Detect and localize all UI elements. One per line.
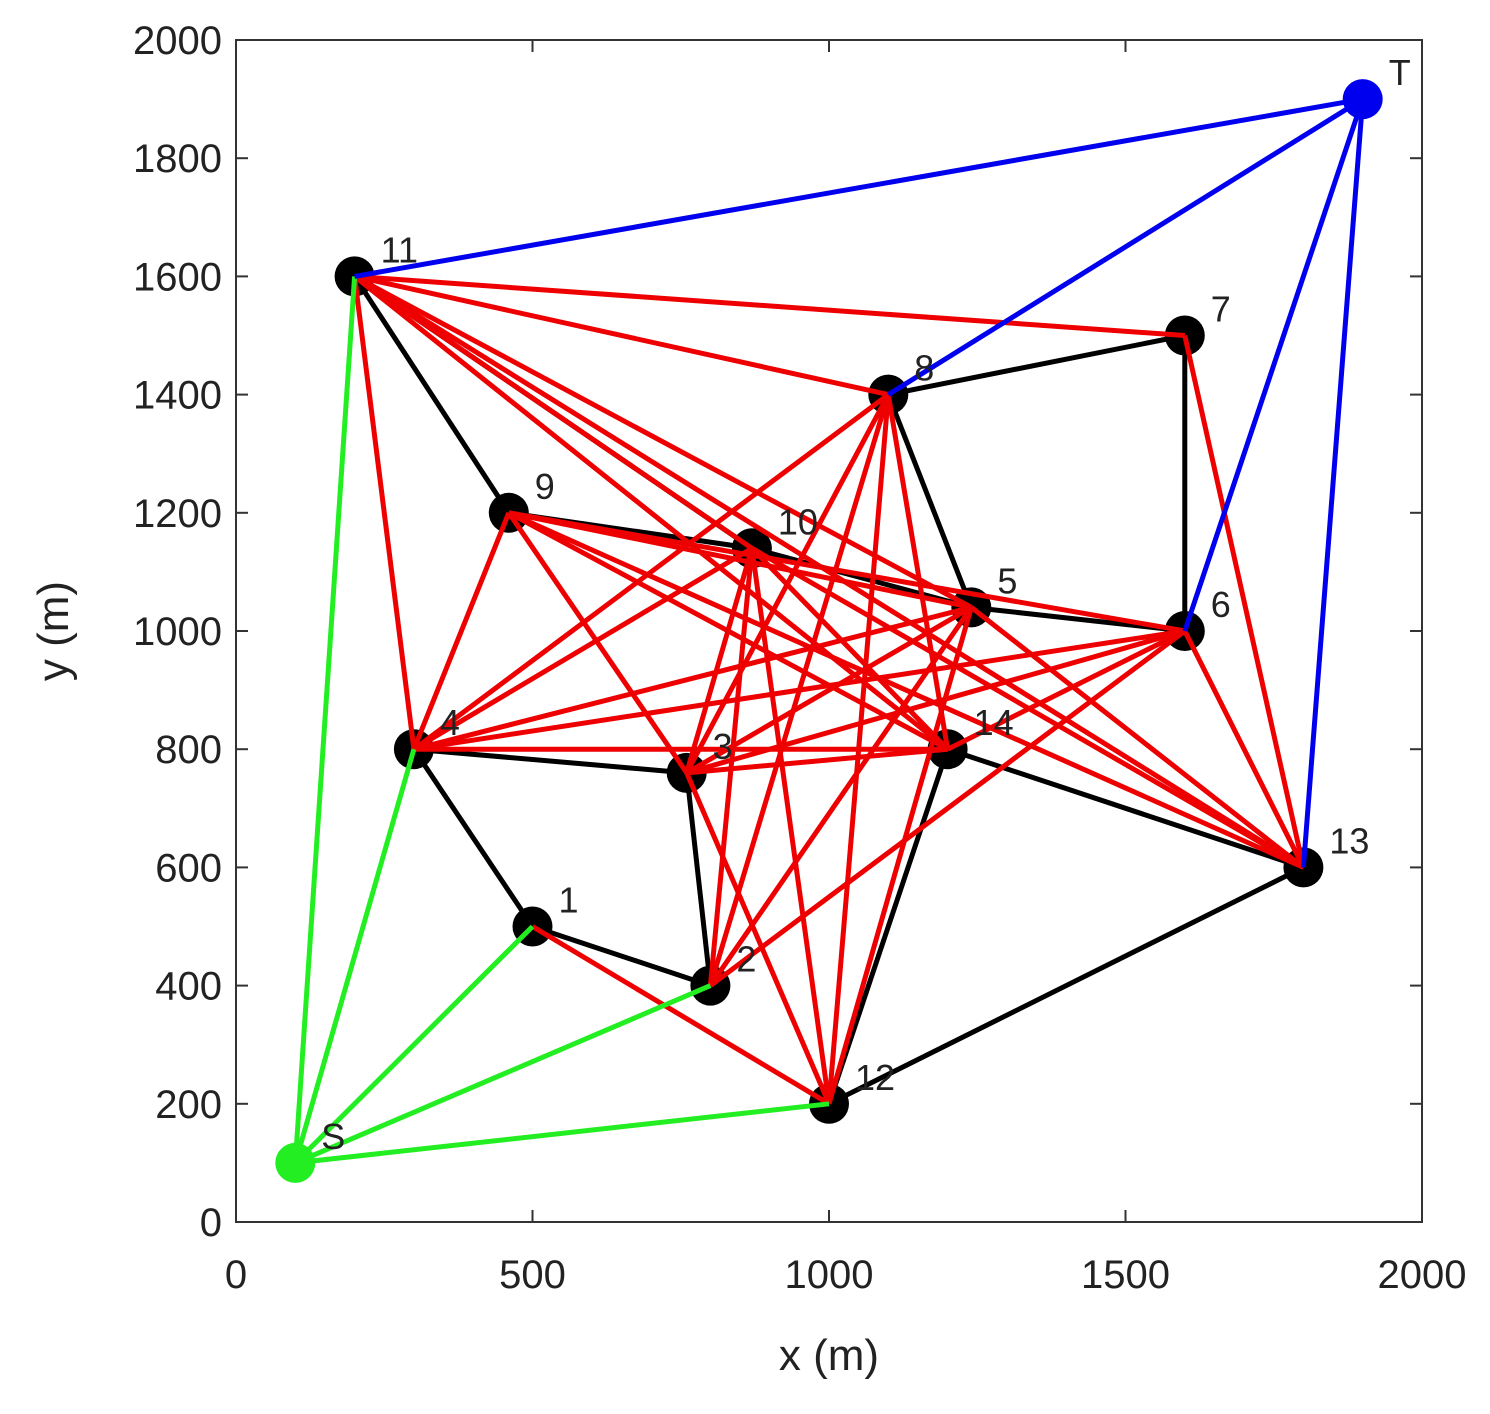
y-tick-label: 200	[155, 1083, 222, 1127]
edge	[507, 510, 1305, 870]
x-tick-label: 2000	[1378, 1253, 1467, 1297]
edge	[708, 628, 1187, 988]
y-tick-label: 1600	[133, 255, 222, 299]
edge	[886, 96, 1365, 397]
node-label: 2	[736, 939, 756, 980]
edge	[354, 273, 889, 398]
y-tick-label: 400	[155, 965, 222, 1009]
edge	[411, 511, 512, 751]
node-label: S	[321, 1116, 345, 1157]
edge	[292, 748, 417, 1164]
edge	[827, 865, 1305, 1107]
edge	[750, 546, 950, 751]
node-label: 14	[974, 702, 1014, 743]
edge	[946, 746, 1305, 870]
edge	[352, 275, 511, 515]
node-label: 12	[855, 1057, 895, 1098]
edge	[353, 274, 1305, 870]
edge	[295, 1101, 830, 1166]
edge	[708, 605, 974, 988]
edge	[412, 546, 754, 752]
edge	[531, 924, 712, 988]
node-label: 11	[381, 229, 418, 270]
y-tick-label: 0	[200, 1201, 222, 1245]
edge	[412, 392, 890, 752]
edge	[354, 273, 1185, 338]
node-label: 8	[914, 348, 934, 389]
edge	[413, 746, 687, 776]
node-label: T	[1389, 52, 1411, 93]
x-axis-label: x (m)	[779, 1331, 879, 1380]
y-axis-label: y (m)	[29, 581, 78, 681]
edge	[826, 606, 974, 1105]
node-label: 5	[997, 560, 1017, 601]
edge	[969, 605, 1305, 870]
edge	[294, 983, 712, 1166]
edge	[531, 924, 831, 1106]
edge	[353, 274, 973, 610]
y-tick-label: 1800	[133, 137, 222, 181]
x-tick-label: 500	[499, 1253, 566, 1297]
edge	[1182, 629, 1306, 869]
edge	[826, 748, 950, 1105]
node-label: 3	[713, 726, 733, 767]
edge	[353, 274, 754, 551]
edge	[292, 276, 358, 1164]
edge	[508, 510, 1186, 634]
node-label: 13	[1329, 820, 1369, 861]
y-tick-label: 2000	[133, 19, 222, 63]
edge	[413, 628, 1186, 752]
edge	[1300, 98, 1366, 868]
node-label: 6	[1211, 584, 1231, 625]
edge	[685, 628, 1186, 776]
y-tick-label: 1200	[133, 492, 222, 536]
edge	[684, 771, 832, 1105]
edge	[885, 394, 951, 750]
y-tick-label: 1400	[133, 374, 222, 418]
edge	[946, 628, 1186, 752]
edge	[685, 605, 973, 776]
y-tick-label: 1000	[133, 610, 222, 654]
edge	[354, 96, 1364, 279]
node-label: 10	[778, 501, 818, 542]
node-label: 4	[440, 702, 460, 743]
edge	[887, 333, 1186, 398]
edge	[749, 547, 832, 1105]
edge	[1182, 98, 1366, 632]
node-label: 1	[559, 880, 579, 921]
edge	[686, 746, 948, 776]
edge	[1182, 334, 1306, 868]
edge	[293, 924, 535, 1165]
y-tick-label: 600	[155, 846, 222, 890]
node-label: 9	[535, 466, 555, 507]
edge	[352, 276, 417, 750]
edge	[885, 393, 974, 609]
edge	[684, 772, 713, 986]
edge	[353, 274, 950, 752]
edge	[411, 747, 535, 928]
y-tick-label: 800	[155, 728, 222, 772]
node-label: 7	[1211, 289, 1231, 330]
x-tick-label: 0	[225, 1253, 247, 1297]
edge	[413, 604, 972, 752]
x-tick-label: 1500	[1081, 1253, 1170, 1297]
x-tick-label: 1000	[785, 1253, 874, 1297]
edge	[684, 547, 755, 774]
